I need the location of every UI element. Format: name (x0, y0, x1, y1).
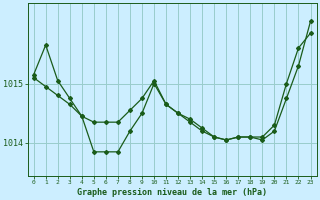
X-axis label: Graphe pression niveau de la mer (hPa): Graphe pression niveau de la mer (hPa) (77, 188, 267, 197)
